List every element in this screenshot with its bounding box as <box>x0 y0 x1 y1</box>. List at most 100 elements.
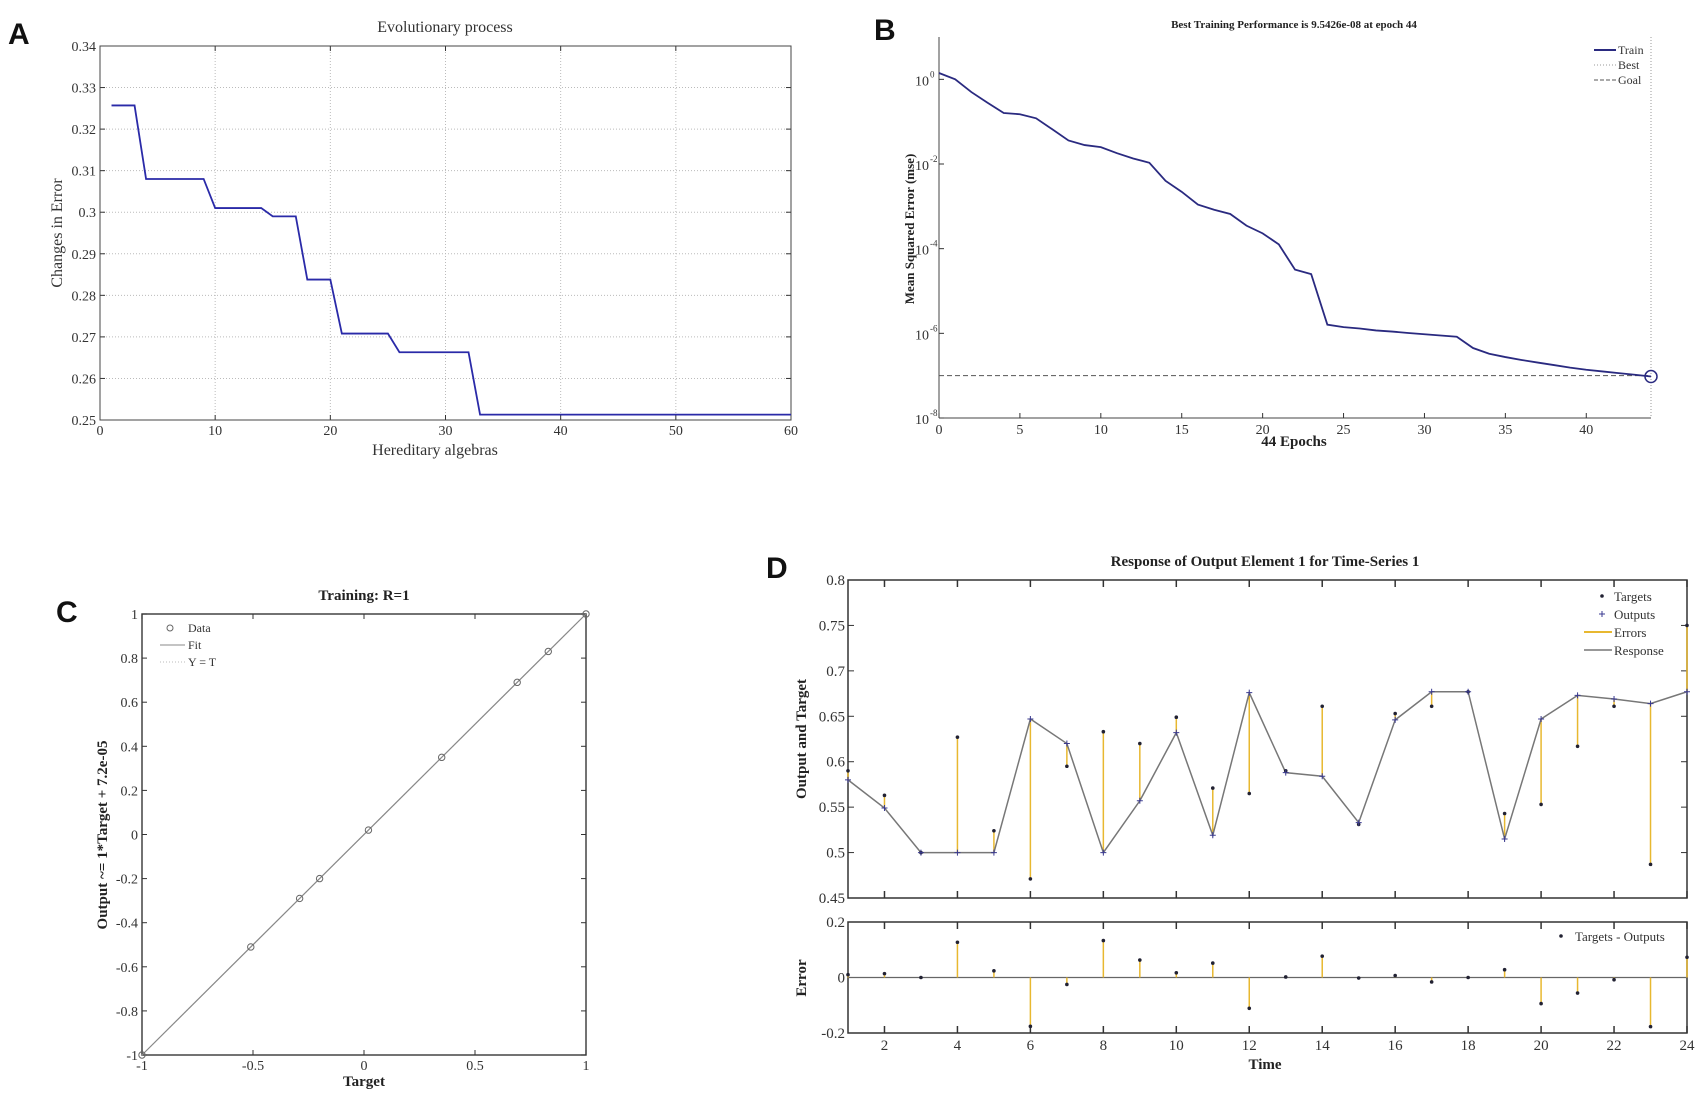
error-point <box>1210 961 1215 965</box>
chart-a: 0 10 20 30 40 50 60 0.25 0.26 0.27 0.28 0.29 0.3 0.31… <box>49 19 798 459</box>
top-plot-frame <box>847 579 1688 899</box>
y-tick-label-exponent: -8 <box>930 408 938 418</box>
output-point <box>990 849 997 856</box>
y-tick-label: 0 <box>838 971 846 987</box>
legend-data-swatch <box>166 624 174 632</box>
train-line <box>938 72 1652 378</box>
y-tick-label: 0.6 <box>121 696 139 711</box>
y-tick-label: -0.2 <box>116 873 138 888</box>
legend-response: Response <box>1614 643 1664 658</box>
x-tick-label: 8 <box>1100 1038 1108 1054</box>
error-point <box>882 971 887 976</box>
y-tick-label: 0.34 <box>72 40 97 55</box>
y-tick-label: 0.25 <box>72 414 97 429</box>
legend-fit: Fit <box>188 638 202 652</box>
x-tick-label: 30 <box>439 424 453 439</box>
y-tick-label-exponent: -6 <box>930 323 938 333</box>
y-tick-label-exponent: -2 <box>930 154 938 164</box>
y-tick-label-base: 10 <box>915 328 929 343</box>
y-tick-label-base: 10 <box>915 244 929 259</box>
panel-label-d: D <box>766 552 788 585</box>
panel-label-c: C <box>56 596 78 629</box>
target-point <box>1065 764 1069 769</box>
output-point <box>1282 769 1289 776</box>
x-tick-label: 0.5 <box>466 1059 484 1074</box>
y-tick-label: -0.6 <box>116 961 138 976</box>
panel-label-b: B <box>874 14 896 47</box>
x-tick-label: 4 <box>954 1038 962 1054</box>
plot-frame <box>99 45 792 421</box>
y-tick-label-exponent: 0 <box>930 69 935 79</box>
legend-targets-minus-outputs: Targets - Outputs <box>1575 929 1665 944</box>
error-point <box>1174 970 1179 975</box>
output-point <box>1684 688 1690 695</box>
target-point <box>1247 791 1252 796</box>
x-tick-label: 40 <box>554 424 568 439</box>
target-point <box>1685 623 1689 628</box>
data-point <box>438 753 446 762</box>
output-point <box>954 849 961 856</box>
legend-train: Train <box>1618 43 1644 57</box>
target-point <box>1174 715 1179 719</box>
target-point <box>846 769 850 773</box>
y-tick-label-exponent: -4 <box>930 239 938 249</box>
output-point <box>1246 689 1253 696</box>
y-axis-label-bottom: Error <box>794 959 810 997</box>
x-tick-label: 22 <box>1607 1038 1622 1054</box>
output-point <box>1611 696 1618 703</box>
data-point <box>364 826 373 834</box>
y-tick-label-base: 10 <box>915 159 929 174</box>
y-tick-label-base: 10 <box>915 74 929 89</box>
y-tick-label: 0.26 <box>72 372 97 387</box>
fit-line <box>141 613 587 1056</box>
error-point <box>1575 991 1580 995</box>
x-tick-label: 20 <box>1256 423 1270 438</box>
x-tick-label: 10 <box>1094 423 1108 438</box>
data-point <box>315 874 324 883</box>
y-tick-label: 0.7 <box>826 664 845 680</box>
panel-label-a: A <box>8 18 30 51</box>
output-point <box>1465 688 1472 695</box>
target-point <box>1502 811 1507 816</box>
x-tick-label: -1 <box>136 1059 148 1074</box>
x-tick-label: 5 <box>1016 423 1023 438</box>
error-point <box>1028 1024 1033 1029</box>
output-point <box>1647 700 1654 707</box>
error-point <box>1393 973 1397 978</box>
x-tick-label: 14 <box>1315 1038 1331 1054</box>
y-axis-label: Output ~= 1*Target + 7.2e-05 <box>95 741 111 930</box>
x-tick-label: 60 <box>784 424 798 439</box>
y-axis-label: Changes in Error <box>49 178 66 288</box>
legend-best: Best <box>1618 58 1640 72</box>
data-point <box>247 943 255 951</box>
y-tick-label: 0.28 <box>72 289 97 304</box>
x-axis-label: Target <box>343 1074 385 1090</box>
legend-goal: Goal <box>1618 73 1642 87</box>
y-axis-label-top: Output and Target <box>794 679 810 799</box>
y-tick-label: -0.4 <box>116 917 138 932</box>
error-point <box>1247 1006 1252 1011</box>
legend-outputs: Outputs <box>1614 607 1655 622</box>
x-tick-label: 0 <box>361 1059 368 1074</box>
y-tick-label: 0 <box>131 829 138 844</box>
y-tick-label: 0.2 <box>121 784 139 799</box>
legend-outputs-swatch <box>1599 611 1605 617</box>
output-point <box>1027 716 1034 723</box>
error-point <box>1429 980 1434 984</box>
error-point <box>955 940 960 945</box>
output-point <box>1209 832 1216 839</box>
x-axis-label: Time <box>1248 1057 1281 1073</box>
y-tick-label: 0.8 <box>826 573 845 589</box>
y-tick-label: 0.3 <box>79 206 97 221</box>
output-point <box>881 805 888 812</box>
error-point <box>1648 1024 1653 1029</box>
error-point <box>1539 1001 1543 1006</box>
output-point <box>1063 740 1070 747</box>
x-tick-label: 24 <box>1680 1038 1696 1054</box>
y-tick-label: 0.4 <box>121 740 139 755</box>
target-point <box>1320 704 1325 709</box>
x-tick-label: 0 <box>97 424 104 439</box>
y-tick-label: 0.27 <box>72 331 97 346</box>
